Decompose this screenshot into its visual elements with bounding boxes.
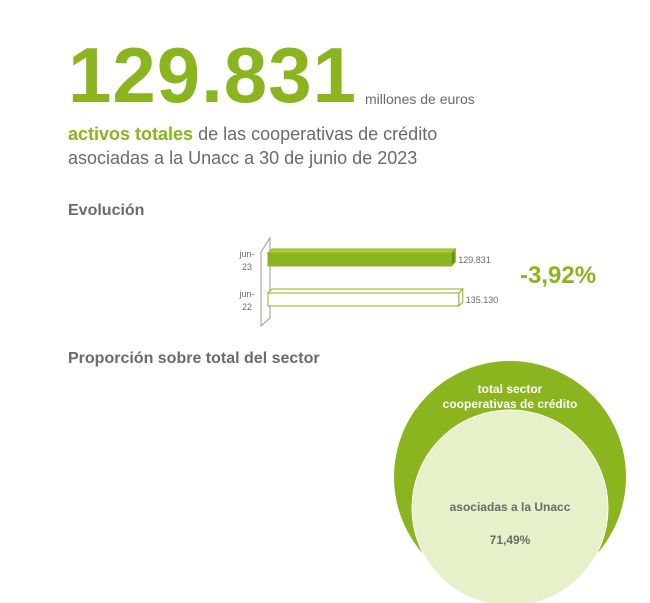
outer-label-line1: total sector [478,382,543,396]
bar-value-label-jun-23: 129.831 [458,255,491,265]
headline-description: activos totales de las cooperativas de c… [68,122,437,170]
bar-category-label-jun-23-1: jun- [238,249,254,259]
proportion-title: Proporción sobre total del sector [68,350,320,367]
bar-front-jun-23 [267,252,452,267]
headline-rest: de las cooperativas de crédito [193,124,438,144]
inner-value: 71,49% [490,533,531,547]
headline-line2: asociadas a la Unacc a 30 de junio de 20… [68,148,418,168]
bar-labels-layer: 129.831 jun- 23 135.130 jun- 22 [238,249,498,312]
evolution-change: -3,92% [520,262,597,289]
bar-value-label-jun-22: 135.130 [466,295,499,305]
bar-category-label-jun-23-2: 23 [242,262,252,272]
headline-accent: activos totales [68,124,194,144]
bar-category-label-jun-22-2: 22 [242,302,252,312]
outer-label-line2: cooperativas de crédito [443,397,578,411]
evolution-title: Evolución [68,202,145,219]
bar-jun-23 [266,247,457,268]
bar-front-jun-22 [267,292,460,307]
bar-jun-22 [266,287,464,308]
total-assets-unit: millones de euros [365,91,475,107]
bar-chart-axis [260,236,271,328]
bars-layer [266,247,464,308]
bar-category-label-jun-22-1: jun- [238,289,254,299]
inner-circle-associated [411,409,609,603]
inner-label: asociadas a la Unacc [450,500,571,514]
total-assets-value: 129.831 [68,31,357,119]
